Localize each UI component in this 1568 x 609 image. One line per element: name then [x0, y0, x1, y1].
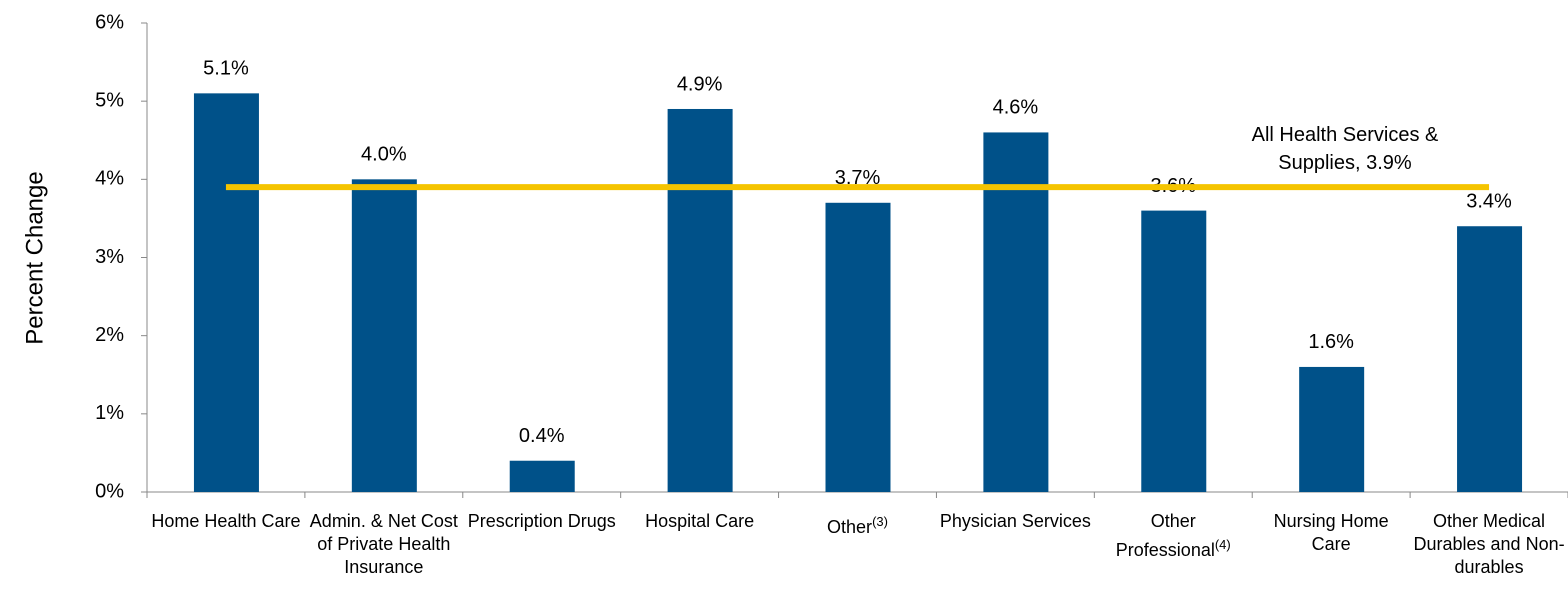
bar [667, 108, 733, 492]
category-text: Home Health Care [151, 511, 301, 531]
y-tick-label: 6% [95, 11, 124, 33]
category-text: Other [827, 517, 873, 537]
x-tick-label: Other Professional(4) [1097, 510, 1249, 562]
bar [983, 132, 1049, 492]
x-tick-label: Nursing Home Care [1255, 510, 1407, 556]
value-label: 3.7% [835, 167, 881, 189]
value-label: 3.4% [1466, 191, 1512, 213]
category-text: Admin. & Net Cost of Private Health Insu… [309, 511, 458, 577]
y-tick-label: 0% [95, 480, 124, 502]
y-axis-label: Percent Change [21, 171, 48, 344]
category-text: Hospital Care [645, 511, 755, 531]
category-text: Nursing Home Care [1273, 511, 1389, 554]
bar [1299, 366, 1365, 492]
value-label: 5.1% [203, 58, 249, 80]
category-text: Physician Services [939, 511, 1091, 531]
reference-label: All Health Services & Supplies, 3.9% [1251, 124, 1439, 175]
x-tick-label: Prescription Drugs [466, 510, 618, 533]
category-text: Other Professional [1115, 511, 1215, 560]
category-note: (3) [872, 514, 888, 529]
x-tick-label: Other(3) [782, 510, 934, 539]
value-label: 1.6% [1308, 331, 1354, 353]
y-tick-label: 5% [95, 89, 124, 111]
x-tick-label: Home Health Care [150, 510, 302, 533]
bar [193, 93, 259, 492]
category-text: Other Medical Durables and Non-durables [1413, 511, 1565, 577]
x-tick-label: Hospital Care [624, 510, 776, 533]
value-label: 4.9% [677, 73, 723, 95]
value-label: 4.0% [361, 144, 407, 166]
x-tick-label: Physician Services [939, 510, 1091, 533]
value-label: 4.6% [993, 97, 1039, 119]
bar [509, 460, 575, 492]
y-tick-label: 3% [95, 246, 124, 268]
x-tick-label: Admin. & Net Cost of Private Health Insu… [308, 510, 460, 579]
bar [351, 179, 417, 493]
bar [1457, 226, 1523, 492]
y-tick-label: 1% [95, 402, 124, 424]
y-tick-label: 2% [95, 324, 124, 346]
value-label: 0.4% [519, 425, 565, 447]
y-tick-label: 4% [95, 168, 124, 190]
category-note: (4) [1214, 537, 1231, 552]
x-tick-label: Other Medical Durables and Non-durables [1413, 510, 1565, 579]
bar [1141, 210, 1207, 492]
bar [825, 202, 891, 493]
category-text: Prescription Drugs [467, 511, 616, 531]
